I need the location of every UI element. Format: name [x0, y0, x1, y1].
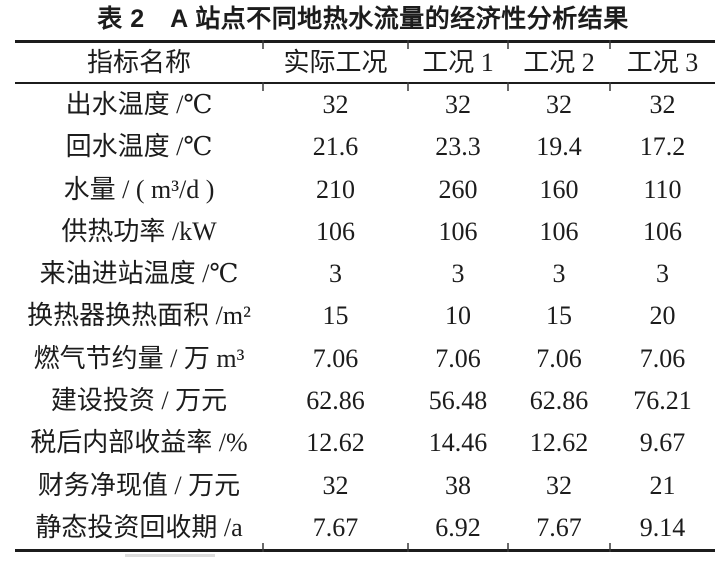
row-label: 来油进站温度 /℃	[39, 259, 239, 289]
table-cell: 32	[445, 90, 471, 120]
table-cell: 21	[649, 470, 676, 500]
table-cell: 14.46	[428, 428, 488, 458]
table-row: 换热器换热面积 /m² 15 10 15 20	[15, 295, 715, 337]
column-header-case2: 工况 2	[523, 47, 595, 77]
table-cell: 12.62	[306, 428, 365, 458]
table-row: 出水温度 /℃ 32 32 32 32	[15, 84, 715, 126]
row-label: 水量 / ( m³/d )	[63, 174, 215, 204]
table-row: 燃气节约量 / 万 m³ 7.06 7.06 7.06 7.06	[15, 338, 715, 380]
column-divider-tick	[262, 40, 264, 49]
table-cell: 3	[329, 259, 342, 289]
table-row: 水量 / ( m³/d ) 210 260 160 110	[15, 169, 715, 211]
table-row: 供热功率 /kW 106 106 106 106	[15, 211, 715, 253]
table-cell: 210	[316, 174, 355, 204]
table-cell: 3	[656, 259, 669, 289]
row-label: 供热功率 /kW	[61, 216, 217, 246]
column-divider-tick	[407, 543, 409, 552]
table-caption: 表 2 A 站点不同地热水流量的经济性分析结果	[97, 5, 629, 33]
column-divider-tick	[609, 543, 611, 552]
table-cell: 15	[546, 301, 572, 331]
table-header-row: 指标名称 实际工况 工况 1 工况 2 工况 3	[15, 43, 715, 84]
column-header-actual: 实际工况	[283, 47, 388, 77]
table-cell: 32	[322, 90, 349, 120]
table-cell: 110	[643, 174, 682, 204]
table-cell: 3	[552, 259, 566, 289]
table-cell: 106	[643, 216, 682, 246]
row-label: 回水温度 /℃	[65, 132, 213, 162]
table-cell: 32	[546, 470, 572, 500]
row-label: 燃气节约量 / 万 m³	[33, 343, 245, 373]
column-header-indicator: 指标名称	[86, 47, 191, 77]
column-divider-tick	[609, 40, 611, 49]
table-cell: 7.67	[536, 512, 582, 542]
table-cell: 3	[451, 259, 465, 289]
column-divider-tick	[262, 543, 264, 552]
row-label: 建设投资 / 万元	[50, 386, 228, 416]
table-cell: 21.6	[312, 132, 359, 162]
table-cell: 106	[539, 216, 579, 246]
table-cell: 7.06	[639, 343, 686, 373]
table-cell: 76.21	[633, 386, 692, 416]
column-divider-tick	[407, 82, 409, 91]
table-cell: 7.06	[312, 343, 359, 373]
column-divider-tick	[609, 82, 611, 91]
table-cell: 106	[438, 216, 478, 246]
table-row: 静态投资回收期 /a 7.67 6.92 7.67 9.14	[15, 507, 715, 549]
row-label: 税后内部收益率 /%	[30, 428, 248, 458]
table-cell: 9.14	[639, 512, 686, 542]
table-cell: 17.2	[639, 132, 686, 162]
column-header-case1: 工况 1	[422, 47, 494, 77]
table-body: 出水温度 /℃ 32 32 32 32 回水温度 /℃ 21.6 23.3 19…	[15, 84, 715, 549]
row-label: 静态投资回收期 /a	[35, 512, 243, 542]
table-cell: 260	[438, 174, 478, 204]
table-cell: 32	[546, 90, 572, 120]
table-cell: 7.06	[536, 343, 582, 373]
column-divider-tick	[507, 40, 509, 49]
table-cell: 10	[445, 301, 471, 331]
table-cell: 7.06	[435, 343, 481, 373]
table-row: 回水温度 /℃ 21.6 23.3 19.4 17.2	[15, 126, 715, 168]
table-cell: 7.67	[312, 512, 359, 542]
table-cell: 62.86	[306, 386, 365, 416]
column-header-case3: 工况 3	[626, 47, 699, 77]
row-label: 出水温度 /℃	[65, 90, 213, 120]
table-cell: 19.4	[536, 132, 582, 162]
table-cell: 32	[322, 470, 349, 500]
table-cell: 20	[649, 301, 676, 331]
table-cell: 23.3	[435, 132, 481, 162]
table-cell: 32	[649, 90, 676, 120]
table-cell: 56.48	[428, 386, 488, 416]
column-divider-tick	[407, 40, 409, 49]
column-divider-tick	[507, 543, 509, 552]
column-divider-tick	[262, 82, 264, 91]
table-cell: 12.62	[529, 428, 589, 458]
row-label: 财务净现值 / 万元	[37, 470, 241, 500]
table-cell: 38	[445, 470, 471, 500]
table-cell: 6.92	[435, 512, 481, 542]
table-cell: 160	[539, 174, 579, 204]
economics-table: 指标名称 实际工况 工况 1 工况 2 工况 3 出水温度 /℃ 32 32 3…	[15, 40, 715, 557]
table-cell: 9.67	[639, 428, 686, 458]
table-row: 税后内部收益率 /% 12.62 14.46 12.62 9.67	[15, 422, 715, 464]
row-label: 换热器换热面积 /m²	[27, 301, 251, 331]
table-cell: 106	[316, 216, 355, 246]
table-row: 建设投资 / 万元 62.86 56.48 62.86 76.21	[15, 380, 715, 422]
table-cell: 62.86	[529, 386, 589, 416]
table-cell: 15	[322, 301, 349, 331]
table-row: 财务净现值 / 万元 32 38 32 21	[15, 464, 715, 506]
scan-artifact	[125, 554, 215, 557]
column-divider-tick	[507, 82, 509, 91]
table-row: 来油进站温度 /℃ 3 3 3 3	[15, 253, 715, 295]
